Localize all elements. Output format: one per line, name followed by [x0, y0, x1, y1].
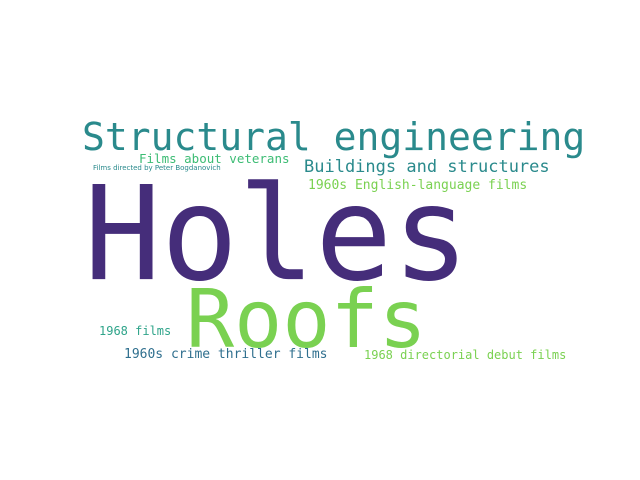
word-1968-films: 1968 films [99, 324, 172, 338]
word-1968-directorial-debut-films: 1968 directorial debut films [364, 348, 567, 362]
word-buildings-and-structures: Buildings and structures [304, 157, 550, 177]
word-1960s-crime-thriller-films: 1960s crime thriller films [124, 347, 328, 362]
word-roofs: Roofs [186, 273, 427, 366]
word-1960s-english-language-films: 1960s English-language films [308, 178, 528, 193]
word-films-directed-by-peter-bogdanovich: Films directed by Peter Bogdanovich [93, 164, 221, 172]
word-holes: Holes [84, 158, 470, 311]
word-structural-engineering: Structural engineering [82, 115, 586, 159]
word-films-about-veterans: Films about veterans [139, 151, 290, 166]
